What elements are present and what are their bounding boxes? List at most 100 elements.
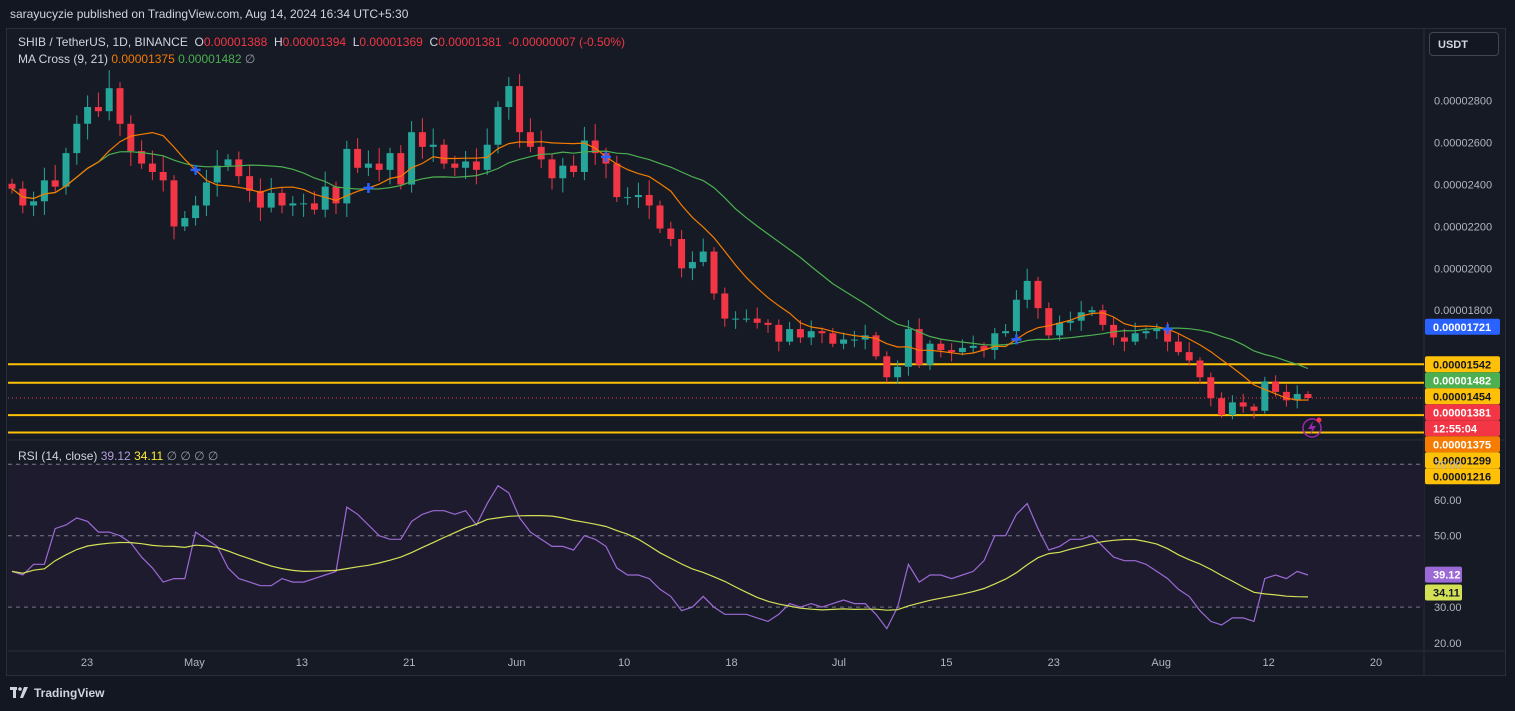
rsi-tick-label: 30.00	[1434, 602, 1462, 614]
ma-cross-marker	[1011, 334, 1022, 345]
price-tick-label: 0.00002200	[1434, 221, 1492, 233]
candle-body	[1174, 341, 1182, 353]
candle-body	[375, 163, 383, 170]
low-label: L	[352, 35, 360, 49]
candle-body	[256, 190, 264, 208]
candle-body	[1012, 299, 1020, 332]
rsi-tick-label: 70.00	[1434, 459, 1462, 471]
ma-cross-marker	[601, 151, 611, 162]
candle-body	[192, 205, 200, 219]
rsi-tick-label: 50.00	[1434, 531, 1462, 543]
time-tick-label: 15	[940, 657, 952, 669]
rsi-tick-label: 20.00	[1434, 638, 1462, 650]
candle-body	[840, 339, 848, 344]
candle-body	[354, 148, 362, 168]
ma-cross-marker	[190, 164, 201, 175]
ma-cross-marker	[1162, 324, 1173, 335]
footer-label: TradingView	[34, 686, 105, 700]
candle-body	[775, 324, 783, 342]
close-label: C	[429, 35, 439, 49]
rsi-value-label-bg	[1425, 584, 1462, 601]
candle-body	[138, 151, 146, 164]
price-label-bg	[1425, 372, 1500, 389]
candle-body	[202, 182, 210, 206]
candle-body	[418, 132, 426, 147]
price-label-bg	[1425, 404, 1500, 421]
candle-body	[300, 203, 308, 205]
candle-body	[624, 197, 632, 199]
candle-body	[148, 163, 156, 172]
candle-body	[829, 333, 837, 344]
ma-fast-line	[11, 131, 1309, 401]
candle-body	[246, 176, 254, 191]
price-label-bg	[1425, 388, 1500, 405]
candle-body	[656, 205, 664, 229]
candle-body	[570, 165, 578, 172]
price-label-bg	[1425, 452, 1500, 469]
candle-body	[1110, 324, 1118, 338]
candle-body	[505, 86, 513, 108]
time-tick-label: 10	[618, 657, 630, 669]
candle-body	[170, 180, 178, 227]
symbol-legend[interactable]: SHIB / TetherUS, 1D, BINANCE O0.00001388…	[18, 35, 625, 49]
candle-body	[915, 329, 923, 365]
candle-body	[181, 218, 189, 227]
candle-body	[861, 335, 869, 340]
candle-body	[872, 335, 880, 357]
candle-body	[688, 262, 696, 269]
candle-body	[397, 153, 405, 185]
candle-body	[753, 318, 761, 323]
candle-body	[1045, 308, 1053, 336]
candle-body	[796, 329, 804, 338]
candle-body	[645, 195, 653, 206]
candle-body	[958, 347, 966, 353]
rsi-value-label-text: 39.12	[1433, 570, 1461, 582]
candle-body	[516, 86, 524, 133]
candle-body	[105, 88, 113, 112]
candle-body	[1023, 280, 1031, 300]
candle-body	[1261, 381, 1269, 411]
candle-body	[1056, 322, 1064, 336]
candles	[8, 70, 1312, 420]
rsi-legend[interactable]: RSI (14, close) 39.12 34.11 ∅ ∅ ∅ ∅	[18, 449, 218, 463]
change-value: -0.00000007 (-0.50%)	[508, 35, 626, 49]
price-label-text: 0.00001482	[1433, 375, 1491, 387]
currency-button[interactable]: USDT	[1429, 32, 1499, 56]
candle-body	[732, 318, 740, 320]
candle-body	[62, 153, 70, 187]
candle-body	[807, 331, 815, 338]
axis-ticks: 0.00002800 0.00002600 0.00002400 0.00002200…	[81, 96, 1492, 669]
candle-body	[1239, 402, 1247, 407]
time-tick-label: 12	[1262, 657, 1274, 669]
candle-body	[30, 201, 38, 206]
candle-body	[1304, 394, 1312, 398]
price-label-text: 0.00001454	[1433, 391, 1492, 403]
candle-body	[710, 251, 718, 294]
publisher-text: sarayucyzie published on TradingView.com…	[10, 7, 409, 21]
candle-body	[1293, 394, 1301, 401]
rsi-value: 39.12	[100, 449, 131, 463]
candle-body	[116, 88, 124, 124]
candle-body	[332, 186, 340, 204]
candle-body	[289, 203, 297, 206]
ma-legend[interactable]: MA Cross (9, 21) 0.00001375 0.00001482 ∅	[18, 52, 255, 66]
candle-body	[894, 366, 902, 378]
candle-body	[8, 183, 16, 189]
candle-body	[278, 192, 286, 206]
candle-body	[310, 203, 318, 210]
candle-body	[1164, 329, 1172, 342]
rsi-value-label-text: 34.11	[1433, 587, 1460, 599]
candle-body	[408, 132, 416, 185]
candle-body	[634, 195, 642, 198]
candle-body	[926, 343, 934, 365]
footer-brand[interactable]: TradingView	[10, 686, 104, 700]
candle-body	[494, 107, 502, 145]
ma-slow-line	[11, 150, 1309, 370]
candle-body	[1207, 377, 1215, 399]
ma-extra: ∅	[244, 52, 256, 66]
price-label-text: 0.00001216	[1433, 471, 1491, 483]
candle-body	[721, 293, 729, 319]
candle-body	[1088, 310, 1096, 313]
candle-body	[786, 329, 794, 342]
